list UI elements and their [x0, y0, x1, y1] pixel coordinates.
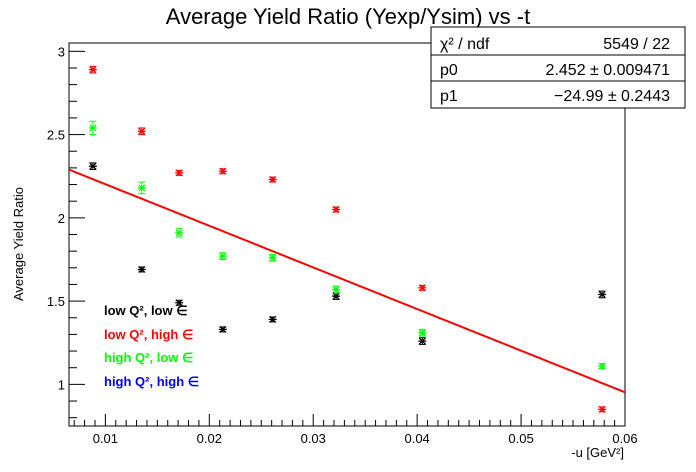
x-axis-label: -u [GeV²]	[571, 445, 624, 460]
data-point	[598, 405, 607, 413]
fit-line	[68, 168, 626, 394]
data-point	[175, 228, 184, 238]
x-tick-label: 0.02	[197, 431, 222, 446]
data-point	[332, 292, 341, 300]
x-tick-label: 0.03	[301, 431, 326, 446]
data-point	[418, 284, 427, 292]
y-tick-label: 1	[58, 377, 65, 392]
data-point	[137, 266, 146, 273]
x-tick-label: 0.06	[612, 431, 637, 446]
legend-entry: high Q², high ∈	[104, 374, 199, 389]
data-point	[218, 252, 227, 260]
data-point	[137, 181, 146, 195]
y-tick-label: 2	[58, 211, 65, 226]
x-tick-label: 0.01	[93, 431, 118, 446]
data-point	[332, 206, 341, 213]
data-point	[88, 162, 97, 171]
stats-label-p1: p1	[440, 88, 458, 105]
stats-value-p0: 2.452 ± 0.009471	[546, 62, 671, 79]
fit-line-layer	[68, 168, 626, 394]
y-axis-label: Average Yield Ratio	[11, 187, 26, 301]
legend: low Q², low ∈ low Q², high ∈ high Q², low …	[104, 303, 199, 389]
x-tick-label: 0.04	[404, 431, 429, 446]
y-tick-label: 1.5	[47, 294, 65, 309]
legend-entry: high Q², low ∈	[104, 350, 193, 365]
y-tick-label: 3	[58, 44, 65, 59]
series-1	[88, 162, 607, 345]
data-point	[418, 328, 427, 337]
data-point	[137, 127, 146, 136]
data-point	[175, 299, 184, 307]
x-tick-label: 0.05	[508, 431, 533, 446]
data-point	[88, 65, 97, 74]
stats-value-chi2: 5549 / 22	[603, 36, 670, 53]
legend-entry: low Q², low ∈	[104, 303, 188, 318]
data-point	[418, 337, 427, 345]
legend-entry: low Q², high ∈	[104, 327, 193, 342]
data-point	[268, 315, 277, 323]
data-point	[598, 290, 607, 299]
x-axis: 0.01 0.02 0.03 0.04 0.05 0.06	[73, 414, 638, 446]
data-point	[218, 325, 227, 333]
chart-title: Average Yield Ratio (Yexp/Ysim) vs -t	[166, 4, 530, 29]
data-point	[332, 285, 341, 294]
series-3	[88, 120, 607, 370]
data-point	[175, 169, 184, 177]
data-point	[268, 176, 277, 184]
stats-box: χ² / ndf 5549 / 22 p0 2.452 ± 0.009471 p…	[430, 26, 686, 109]
data-point	[88, 120, 97, 136]
stats-value-p1: −24.99 ± 0.2443	[554, 88, 670, 105]
y-axis: 1 1.5 2 2.5 3	[47, 44, 85, 419]
data-point	[218, 167, 227, 175]
stats-label-p0: p0	[440, 62, 458, 79]
series-2	[88, 65, 607, 413]
data-point	[268, 253, 277, 262]
y-tick-label: 2.5	[47, 128, 65, 143]
data-points-layer	[88, 65, 607, 413]
data-point	[598, 362, 607, 370]
stats-label-chi2: χ² / ndf	[440, 36, 490, 53]
